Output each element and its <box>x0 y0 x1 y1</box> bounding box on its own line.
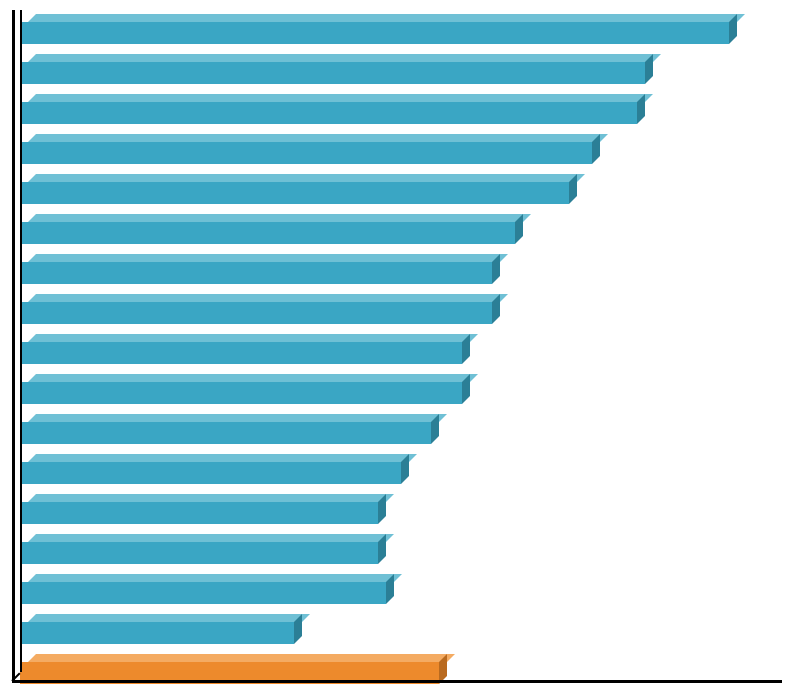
bar-top-face <box>28 14 745 22</box>
horizontal-bar-chart <box>0 0 788 685</box>
bar <box>20 382 462 404</box>
bar <box>20 622 294 644</box>
bar-top-face <box>28 294 508 302</box>
bar-top-face <box>28 174 585 182</box>
bar <box>20 102 637 124</box>
bar-top-face <box>28 374 478 382</box>
bar-top-face <box>28 94 653 102</box>
bar <box>20 462 401 484</box>
bar-top-face <box>28 54 661 62</box>
bar-top-face <box>28 574 402 582</box>
bar-side-face <box>431 414 439 444</box>
x-axis <box>12 680 782 683</box>
bar <box>20 582 386 604</box>
bar-side-face <box>492 254 500 284</box>
y-axis-inner <box>20 10 22 672</box>
bar-top-face <box>28 334 478 342</box>
bar-top-face <box>28 494 394 502</box>
bar <box>20 302 492 324</box>
bar-top-face <box>28 534 394 542</box>
bar <box>20 422 431 444</box>
bar <box>20 142 592 164</box>
bar-top-face <box>28 254 508 262</box>
bar <box>20 62 645 84</box>
bar-top-face <box>28 134 608 142</box>
bar-top-face <box>28 214 531 222</box>
bar-top-face <box>28 614 310 622</box>
bar <box>20 262 492 284</box>
bar <box>20 542 378 564</box>
y-axis-outer <box>12 10 15 680</box>
bar <box>20 342 462 364</box>
bar <box>20 182 569 204</box>
bar-top-face <box>28 414 447 422</box>
bar-top-face <box>28 654 455 662</box>
bar <box>20 22 729 44</box>
bar <box>20 502 378 524</box>
bar-top-face <box>28 454 417 462</box>
bar <box>20 222 515 244</box>
bar-side-face <box>492 294 500 324</box>
